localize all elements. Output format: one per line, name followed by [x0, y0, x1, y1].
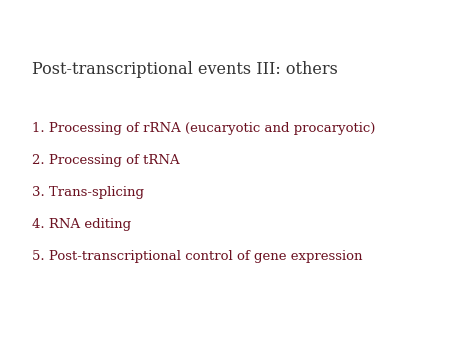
Text: 2. Processing of tRNA: 2. Processing of tRNA — [32, 154, 179, 167]
Text: 1. Processing of rRNA (eucaryotic and procaryotic): 1. Processing of rRNA (eucaryotic and pr… — [32, 122, 375, 135]
Text: Post-transcriptional events III: others: Post-transcriptional events III: others — [32, 61, 338, 78]
Text: 4. RNA editing: 4. RNA editing — [32, 218, 130, 231]
Text: 5. Post-transcriptional control of gene expression: 5. Post-transcriptional control of gene … — [32, 250, 362, 263]
Text: 3. Trans-splicing: 3. Trans-splicing — [32, 186, 144, 199]
